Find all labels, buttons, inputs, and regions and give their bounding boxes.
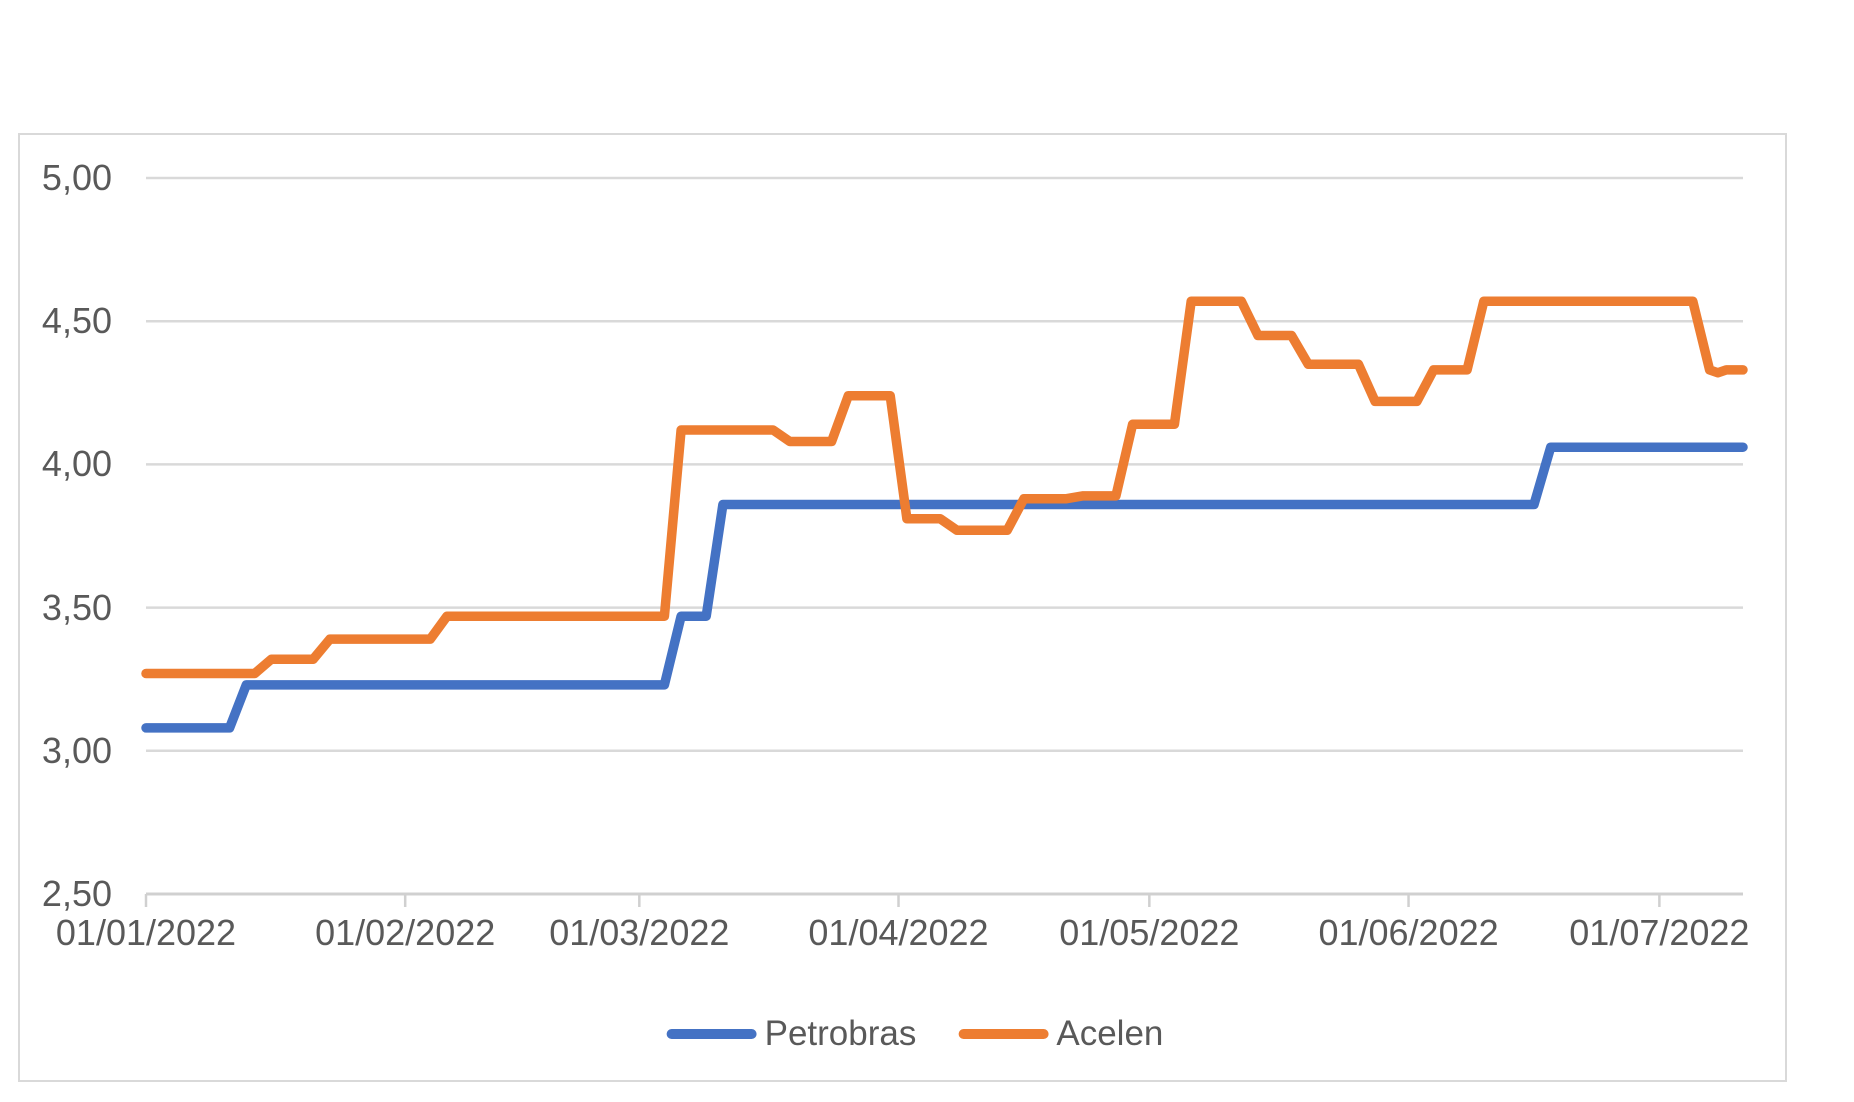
legend-label-petrobras: Petrobras — [764, 1014, 917, 1053]
y-tick-label: 4,50 — [41, 300, 112, 341]
x-tick-label: 01/03/2022 — [549, 912, 730, 953]
y-tick-label: 2,50 — [41, 873, 112, 914]
x-tick-label: 01/02/2022 — [315, 912, 496, 953]
y-tick-label: 5,00 — [41, 157, 112, 198]
legend-swatch-acelen — [958, 1029, 1049, 1039]
legend: Petrobras Acelen — [666, 1010, 1164, 1058]
x-tick-label: 01/06/2022 — [1318, 912, 1499, 953]
x-tick-label: 01/05/2022 — [1059, 912, 1240, 953]
legend-swatch-petrobras — [666, 1029, 757, 1039]
y-tick-label: 3,50 — [41, 587, 112, 628]
series-line-petrobras — [141, 442, 1748, 733]
legend-label-acelen: Acelen — [1056, 1014, 1164, 1053]
x-tick-label: 01/01/2022 — [55, 912, 237, 953]
x-tick-label: 01/07/2022 — [1569, 912, 1750, 953]
x-tick-label: 01/04/2022 — [808, 912, 989, 953]
y-tick-label: 3,00 — [41, 730, 112, 771]
y-tick-label: 4,00 — [41, 443, 112, 484]
series-line-acelen — [141, 296, 1748, 679]
